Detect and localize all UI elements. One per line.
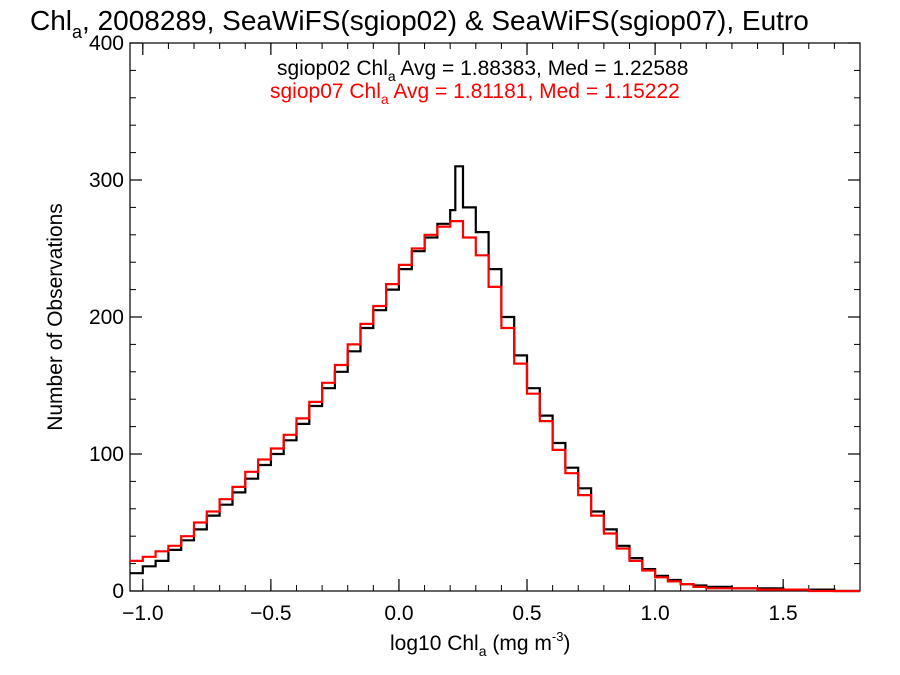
x-label-mid: (mg m [487,632,552,655]
x-tick-label: 0.5 [512,602,541,625]
x-axis-label: log10 Chla (mg m-3) [390,629,570,659]
y-axis-label: Number of Observations [44,203,67,431]
x-tick-label: 1.5 [769,602,798,625]
chart-title-pre: Chl [30,5,72,36]
legend-sgiop02-post: Avg = 1.88383, Med = 1.22588 [396,57,689,80]
legend-sgiop02-sub: a [388,68,396,84]
x-tick-label: 0.0 [384,602,413,625]
y-tick-label: 0 [112,580,124,603]
legend-sgiop07-pre: sgiop07 Chl [270,80,381,103]
chart-title: Chla, 2008289, SeaWiFS(sgiop02) & SeaWiF… [30,5,809,42]
x-axis: −1.0 −0.5 0.0 0.5 1.0 1.5 [122,43,861,625]
y-tick-label: 200 [89,306,124,329]
x-tick-label: −0.5 [250,602,291,625]
series-line-sgiop02 [130,165,860,593]
legend-sgiop07-post: Avg = 1.81181, Med = 1.15222 [389,80,680,103]
plot-frame [129,42,861,592]
legend-sgiop02-pre: sgiop02 Chl [277,57,388,80]
chart-title-sub: a [72,22,83,42]
y-tick-label: 100 [89,443,124,466]
y-axis: 0 100 200 300 400 [89,32,860,603]
legend-sgiop07-sub: a [381,91,389,107]
x-tick-label: −1.0 [122,602,163,625]
legend-entry-sgiop02: sgiop02 Chla Avg = 1.88383, Med = 1.2258… [277,57,688,84]
y-tick-label: 400 [89,32,124,55]
x-label-sup: -3 [552,629,564,644]
x-label-sub: a [479,643,487,659]
series-group [130,165,860,593]
chart-title-post: , 2008289, SeaWiFS(sgiop02) & SeaWiFS(sg… [82,5,809,36]
x-tick-label: 1.0 [640,602,669,625]
legend-entry-sgiop07: sgiop07 Chla Avg = 1.81181, Med = 1.1522… [270,80,680,107]
x-label-pre: log10 Chl [390,632,479,655]
y-tick-label: 300 [89,169,124,192]
x-label-post: ) [563,632,570,655]
series-line-sgiop07 [130,220,860,593]
